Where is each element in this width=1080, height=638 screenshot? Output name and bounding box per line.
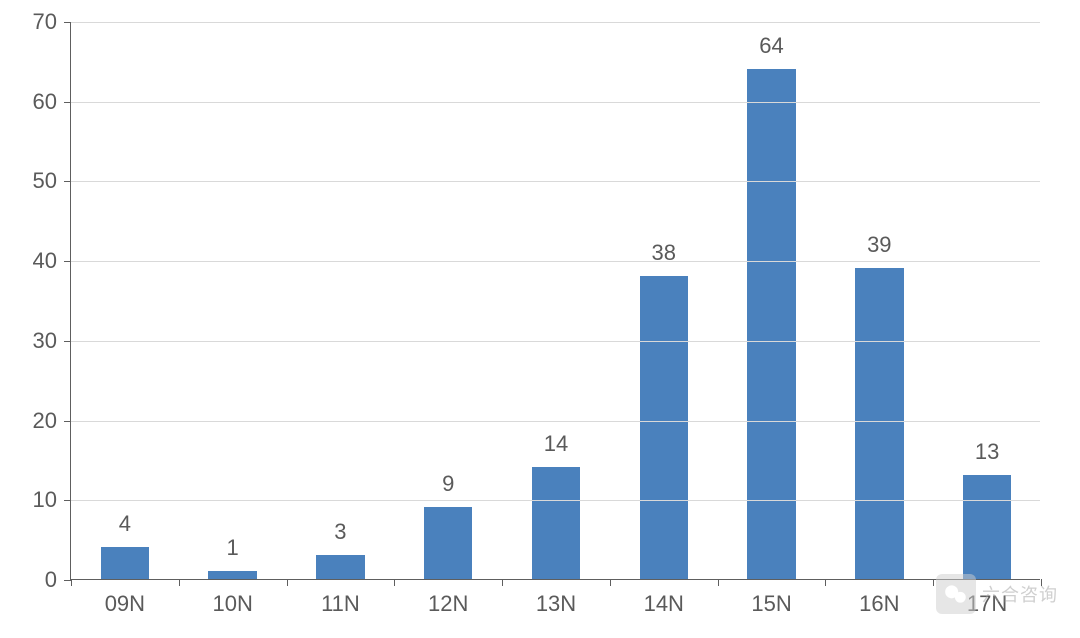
y-tick-mark [64, 341, 71, 342]
bar-chart: 41391438643913 01020304050607009N10N11N1… [0, 0, 1080, 638]
x-tick-mark [610, 579, 611, 586]
bar-value-label: 13 [975, 439, 999, 465]
y-tick-label: 20 [33, 408, 57, 434]
bar-value-label: 9 [442, 471, 454, 497]
bar-value-label: 64 [759, 33, 783, 59]
y-tick-mark [64, 500, 71, 501]
x-tick-mark [502, 579, 503, 586]
bar-slot: 4 [71, 22, 179, 579]
x-tick-mark [933, 579, 934, 586]
bars-layer: 41391438643913 [71, 22, 1040, 579]
bar [532, 467, 581, 579]
bar [316, 555, 365, 579]
bar [424, 507, 473, 579]
plot-area: 41391438643913 01020304050607009N10N11N1… [70, 22, 1040, 580]
bar-slot: 1 [179, 22, 287, 579]
x-tick-mark [287, 579, 288, 586]
bar-value-label: 4 [119, 511, 131, 537]
x-tick-label: 16N [859, 591, 899, 617]
wechat-icon [936, 574, 976, 614]
bar [747, 69, 796, 579]
x-tick-mark [179, 579, 180, 586]
x-tick-label: 15N [751, 591, 791, 617]
x-tick-mark [71, 579, 72, 586]
bar [640, 276, 689, 579]
y-tick-mark [64, 181, 71, 182]
bar-slot: 39 [825, 22, 933, 579]
y-tick-label: 50 [33, 168, 57, 194]
gridline [71, 102, 1040, 103]
gridline [71, 22, 1040, 23]
bar-slot: 3 [287, 22, 395, 579]
x-tick-label: 09N [105, 591, 145, 617]
x-tick-label: 13N [536, 591, 576, 617]
x-tick-mark [718, 579, 719, 586]
bar-slot: 14 [502, 22, 610, 579]
bar-value-label: 39 [867, 232, 891, 258]
gridline [71, 181, 1040, 182]
bar-value-label: 14 [544, 431, 568, 457]
gridline [71, 341, 1040, 342]
x-tick-label: 14N [644, 591, 684, 617]
x-tick-label: 11N [321, 591, 360, 617]
bar-value-label: 38 [652, 240, 676, 266]
bar [963, 475, 1012, 579]
x-tick-label: 12N [428, 591, 468, 617]
y-tick-label: 0 [45, 567, 57, 593]
bar [101, 547, 150, 579]
y-tick-label: 30 [33, 328, 57, 354]
bar-value-label: 1 [227, 535, 239, 561]
watermark: 六合咨询 [936, 574, 1058, 614]
y-tick-label: 70 [33, 9, 57, 35]
watermark-text: 六合咨询 [982, 581, 1058, 607]
gridline [71, 421, 1040, 422]
y-tick-mark [64, 102, 71, 103]
bar-slot: 38 [610, 22, 718, 579]
x-tick-label: 10N [212, 591, 252, 617]
bar [855, 268, 904, 579]
y-tick-mark [64, 421, 71, 422]
gridline [71, 500, 1040, 501]
y-tick-label: 60 [33, 89, 57, 115]
bar-value-label: 3 [334, 519, 346, 545]
y-tick-mark [64, 261, 71, 262]
x-tick-mark [394, 579, 395, 586]
y-tick-label: 40 [33, 248, 57, 274]
gridline [71, 261, 1040, 262]
bar-slot: 9 [394, 22, 502, 579]
x-tick-mark [825, 579, 826, 586]
y-tick-mark [64, 580, 71, 581]
y-tick-label: 10 [33, 487, 57, 513]
bar [208, 571, 257, 579]
bar-slot: 13 [933, 22, 1041, 579]
y-tick-mark [64, 22, 71, 23]
bar-slot: 64 [718, 22, 826, 579]
